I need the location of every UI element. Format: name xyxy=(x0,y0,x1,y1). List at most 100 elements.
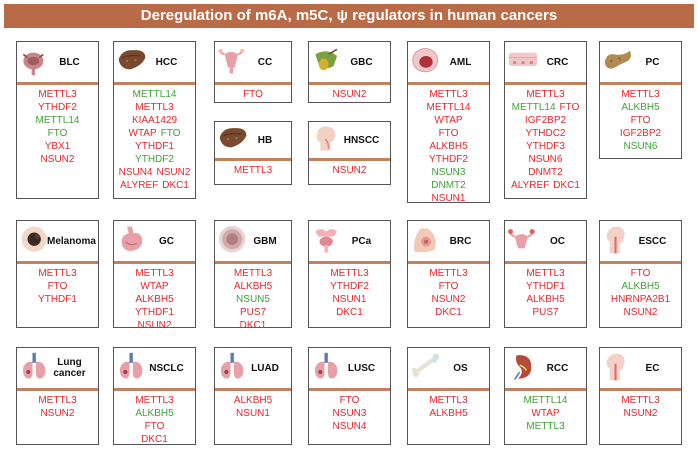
card-divider xyxy=(215,158,291,161)
gene-label: WTAP xyxy=(531,408,560,419)
gene-list: METTL3 NSUN2 xyxy=(17,394,98,420)
gene-row: ALYREF DKC1 xyxy=(114,179,195,192)
gene-row: YTHDF1 xyxy=(17,293,98,306)
gene-row: NSUN4 NSUN2 xyxy=(114,166,195,179)
gene-label: METTL3 xyxy=(429,268,468,279)
gene-label: METTL3 xyxy=(38,395,77,406)
gene-label: METTL14 xyxy=(426,102,471,113)
card-title: GC xyxy=(159,236,174,247)
card-divider xyxy=(309,388,390,391)
gene-row: WTAP FTO xyxy=(114,127,195,140)
gene-label: WTAP xyxy=(140,281,169,292)
gene-label: METTL3 xyxy=(38,268,77,279)
gene-row: METTL14 xyxy=(17,114,98,127)
gene-label: METTL14 xyxy=(523,395,568,406)
gene-label: ALYREF xyxy=(120,180,159,191)
gene-label: NSUN2 xyxy=(156,167,191,178)
card-melanoma: Melanoma METTL3 FTO YTHDF1 xyxy=(16,220,99,328)
gene-row: METTL14 xyxy=(408,101,489,114)
gene-row: ALKBH5 xyxy=(505,293,586,306)
card-blc: BLC METTL3 YTHDF2 METTL14 FTO YBX1 NSUN2 xyxy=(16,41,99,199)
gene-label: NSUN3 xyxy=(332,408,367,419)
gene-label: DKC1 xyxy=(553,180,580,191)
gene-list: FTO xyxy=(215,88,291,101)
gene-label: FTO xyxy=(438,128,459,139)
bladder-icon xyxy=(22,52,44,76)
blood-cell-icon xyxy=(412,48,439,73)
card-divider xyxy=(17,261,98,264)
gene-label: ALKBH5 xyxy=(233,395,273,406)
gene-row: METTL3 xyxy=(114,267,195,280)
gene-label: FTO xyxy=(47,128,68,139)
gene-list: METTL3 ALKBH5 FTO IGF2BP2 NSUN6 xyxy=(600,88,681,153)
gene-row: NSUN4 xyxy=(309,420,390,433)
gene-label: ALKBH5 xyxy=(429,141,468,152)
gene-label: METTL3 xyxy=(330,268,369,279)
card-title: LUSC xyxy=(347,363,376,374)
gene-label: METTL3 xyxy=(429,89,468,100)
gene-row: FTO xyxy=(600,114,681,127)
gene-label: FTO xyxy=(144,421,165,432)
gene-row: FTO xyxy=(600,267,681,280)
gene-row: FTO xyxy=(114,420,195,433)
card-divider xyxy=(17,388,98,391)
gene-label: DKC1 xyxy=(141,434,168,445)
gene-row: NSUN2 xyxy=(600,306,681,319)
gene-list: FTO ALKBH5 HNRNPA2B1 NSUN2 xyxy=(600,267,681,319)
figure-title: Deregulation of m6A, m5C, ψ regulators i… xyxy=(4,4,694,28)
gene-label: ALYREF xyxy=(511,180,550,191)
gene-row: METTL3 xyxy=(408,267,489,280)
gene-label: NSUN2 xyxy=(623,307,658,318)
gene-row: NSUN1 xyxy=(309,293,390,306)
gene-row: NSUN2 xyxy=(17,407,98,420)
card-escc: ESCC FTO ALKBH5 HNRNPA2B1 NSUN2 xyxy=(599,220,682,328)
gene-row: METTL3 xyxy=(505,267,586,280)
gene-row: WTAP xyxy=(505,407,586,420)
gene-list: METTL3 xyxy=(215,164,291,177)
gene-row: YTHDF3 xyxy=(505,140,586,153)
gene-label: METTL14 xyxy=(132,89,177,100)
card-divider xyxy=(505,261,586,264)
gene-label: IGF2BP2 xyxy=(524,115,567,126)
gene-label: NSUN2 xyxy=(332,89,367,100)
gene-list: METTL3 ALKBH5 FTO DKC1 xyxy=(114,394,195,446)
gene-label: YTHDF1 xyxy=(135,307,174,318)
esophagus-icon xyxy=(606,353,625,381)
card-title: BRC xyxy=(449,236,472,247)
card-oc: OC METTL3 YTHDF1 ALKBH5 PUS7 xyxy=(504,220,587,328)
gene-label: YTHDF3 xyxy=(526,141,565,152)
gene-row: METTL3 xyxy=(505,420,586,433)
gene-label: FTO xyxy=(630,268,651,279)
gene-row: DNMT2 xyxy=(505,166,586,179)
gene-label: METTL3 xyxy=(135,268,174,279)
gene-row: METTL3 xyxy=(17,88,98,101)
card-os: OS METTL3 ALKBH5 xyxy=(407,347,490,445)
gene-label: NSUN2 xyxy=(137,320,172,331)
gene-row: DKC1 xyxy=(114,433,195,446)
gene-label: NSUN2 xyxy=(623,408,658,419)
gene-row: METTL3 xyxy=(408,394,489,407)
card-title: HB xyxy=(257,135,273,146)
gene-label: ALKBH5 xyxy=(621,102,660,113)
card-divider xyxy=(309,158,390,161)
card-divider xyxy=(215,261,291,264)
gene-label: NSUN6 xyxy=(623,141,658,152)
gene-label: DKC1 xyxy=(336,307,363,318)
gene-label: FTO xyxy=(160,128,181,139)
gene-list: METTL14 METTL3 KIAA1429 WTAP FTO YTHDF1 YTHDF2… xyxy=(114,88,195,192)
gene-label: NSUN2 xyxy=(40,408,75,419)
card-title: HNSCC xyxy=(343,135,380,146)
gene-label: YTHDF2 xyxy=(330,281,369,292)
gene-row: FTO xyxy=(408,127,489,140)
gene-list: NSUN2 xyxy=(309,88,390,101)
gene-row: FTO xyxy=(215,88,291,101)
gene-row: NSUN2 xyxy=(114,319,195,332)
lungs-icon xyxy=(120,352,143,379)
gene-row: METTL14 xyxy=(505,394,586,407)
gene-label: YBX1 xyxy=(44,141,71,152)
gene-row: HNRNPA2B1 xyxy=(600,293,681,306)
liver-icon xyxy=(219,128,247,148)
gene-label: YTHDF1 xyxy=(526,281,565,292)
gene-row: YTHDF1 xyxy=(505,280,586,293)
gene-label: NSUN1 xyxy=(431,193,466,204)
